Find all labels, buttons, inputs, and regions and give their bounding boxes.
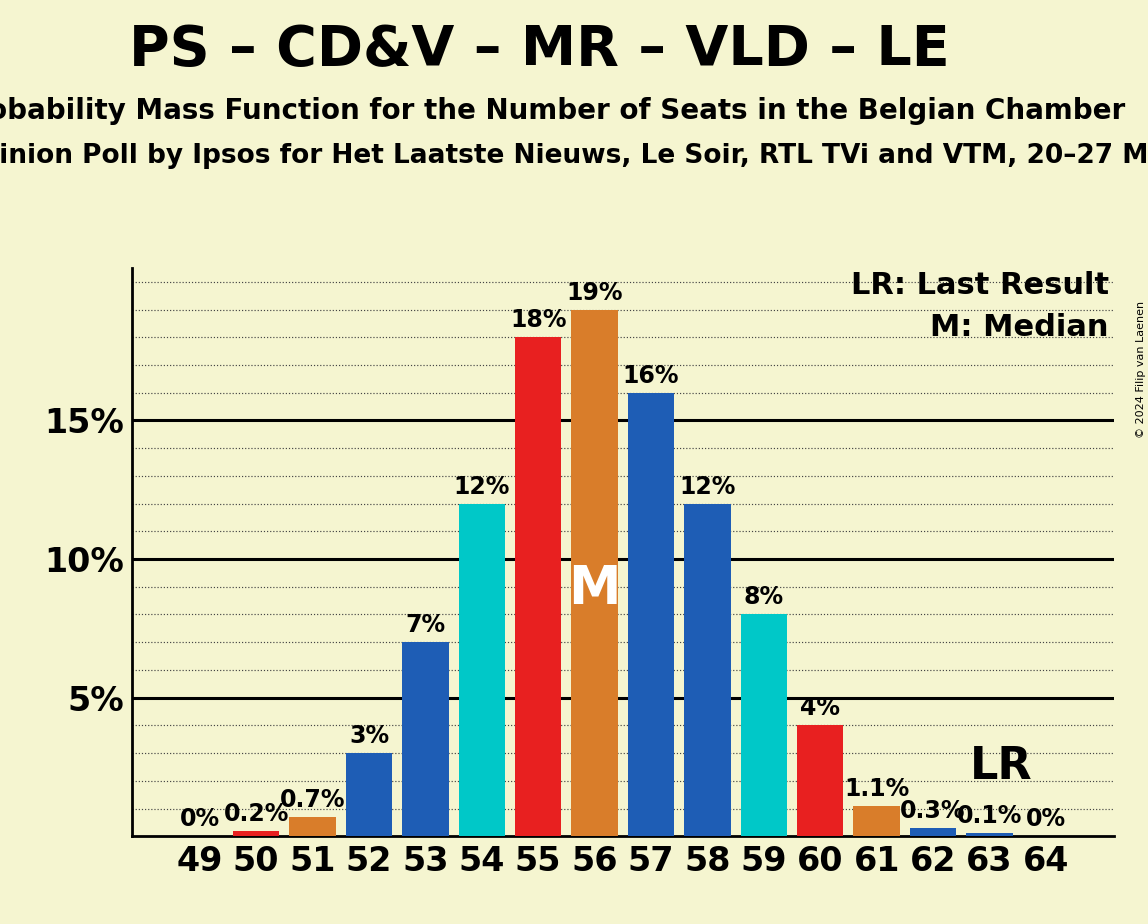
Bar <box>233 831 279 836</box>
Bar <box>402 642 449 836</box>
Text: 0.2%: 0.2% <box>224 802 289 826</box>
Bar <box>853 806 900 836</box>
Text: 16%: 16% <box>622 364 680 388</box>
Text: 18%: 18% <box>510 309 566 333</box>
Text: 1.1%: 1.1% <box>844 777 909 801</box>
Text: 7%: 7% <box>405 614 445 638</box>
Bar <box>628 393 674 836</box>
Text: 0.7%: 0.7% <box>280 788 346 812</box>
Bar <box>967 833 1013 836</box>
Bar <box>346 753 393 836</box>
Bar <box>740 614 786 836</box>
Text: M: M <box>568 563 621 614</box>
Text: on an Opinion Poll by Ipsos for Het Laatste Nieuws, Le Soir, RTL TVi and VTM, 20: on an Opinion Poll by Ipsos for Het Laat… <box>0 143 1148 169</box>
Bar <box>910 828 956 836</box>
Text: PS – CD&V – MR – VLD – LE: PS – CD&V – MR – VLD – LE <box>130 23 949 77</box>
Text: 0%: 0% <box>1026 808 1065 832</box>
Bar <box>684 504 730 836</box>
Text: 3%: 3% <box>349 724 389 748</box>
Bar <box>515 337 561 836</box>
Bar <box>797 725 844 836</box>
Text: 0.3%: 0.3% <box>900 799 965 823</box>
Bar <box>289 817 335 836</box>
Text: 12%: 12% <box>453 475 510 499</box>
Text: © 2024 Filip van Laenen: © 2024 Filip van Laenen <box>1135 301 1146 438</box>
Text: 0%: 0% <box>180 808 219 832</box>
Text: Probability Mass Function for the Number of Seats in the Belgian Chamber: Probability Mass Function for the Number… <box>0 97 1125 125</box>
Text: 8%: 8% <box>744 586 784 610</box>
Bar <box>572 310 618 836</box>
Text: 0.1%: 0.1% <box>956 805 1022 829</box>
Text: 12%: 12% <box>680 475 736 499</box>
Text: LR: Last Result: LR: Last Result <box>851 271 1109 299</box>
Bar <box>459 504 505 836</box>
Text: M: Median: M: Median <box>930 313 1109 343</box>
Text: 19%: 19% <box>566 281 623 305</box>
Text: 4%: 4% <box>800 697 840 721</box>
Text: LR: LR <box>969 746 1032 788</box>
